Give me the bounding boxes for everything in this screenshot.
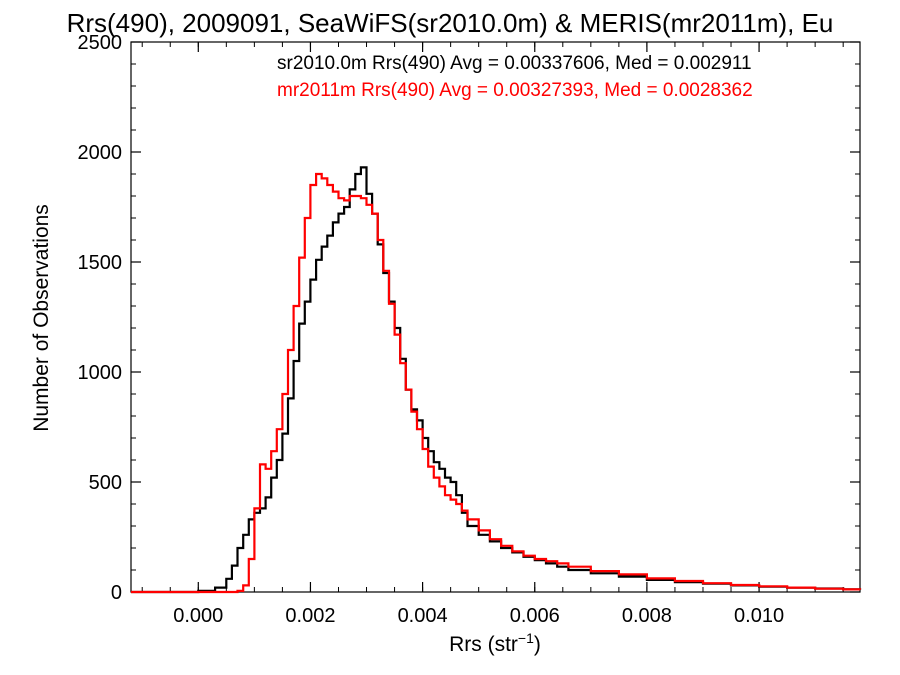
x-axis-label-close: ) xyxy=(534,633,541,656)
x-axis-ticks: 0.000 0.002 0.004 0.006 0.008 0.010 xyxy=(141,42,844,627)
y-tick-label: 0 xyxy=(111,582,122,604)
x-tick-label: 0.002 xyxy=(285,605,335,627)
x-tick-label: 0.008 xyxy=(622,605,672,627)
y-axis-ticks: 0 500 1000 1500 2000 2500 xyxy=(78,32,860,604)
x-tick-label: 0.010 xyxy=(734,605,784,627)
x-axis-label: Rrs (str−1) xyxy=(449,630,541,656)
x-axis-label-main: Rrs (str xyxy=(449,633,518,656)
histogram-series xyxy=(131,166,862,594)
x-tick-label: 0.004 xyxy=(398,605,448,627)
y-tick-label: 500 xyxy=(89,472,122,494)
y-tick-label: 2000 xyxy=(78,142,123,164)
x-tick-label: 0.000 xyxy=(173,605,223,627)
series-line-sr2010-0m xyxy=(131,166,862,594)
y-axis-label: Number of Observations xyxy=(30,204,53,432)
series-line-mr2011m xyxy=(131,172,862,594)
annotation-red: mr2011m Rrs(490) Avg = 0.00327393, Med =… xyxy=(277,80,753,101)
y-tick-label: 1500 xyxy=(78,252,123,274)
plot-frame xyxy=(130,41,861,593)
chart-title: Rrs(490), 2009091, SeaWiFS(sr2010.0m) & … xyxy=(67,8,834,38)
x-tick-label: 0.006 xyxy=(510,605,560,627)
y-tick-label: 1000 xyxy=(78,362,123,384)
x-axis-label-superscript: −1 xyxy=(518,630,534,646)
annotation-black: sr2010.0m Rrs(490) Avg = 0.00337606, Med… xyxy=(277,53,752,74)
y-tick-label: 2500 xyxy=(78,32,123,54)
